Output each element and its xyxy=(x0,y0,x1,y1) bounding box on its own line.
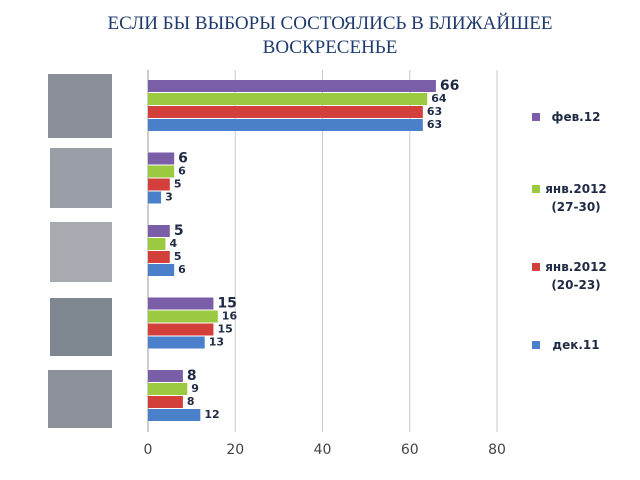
legend-swatch xyxy=(532,185,540,193)
data-label: 8 xyxy=(187,395,195,408)
x-tick-label: 20 xyxy=(226,442,244,458)
bar xyxy=(148,80,436,92)
bar xyxy=(148,251,170,263)
x-tick-label: 0 xyxy=(144,442,153,458)
photo xyxy=(50,298,112,356)
bar xyxy=(148,383,188,395)
data-label: 5 xyxy=(174,250,182,263)
data-label: 4 xyxy=(169,237,177,250)
photo xyxy=(48,74,112,138)
data-label: 3 xyxy=(165,191,173,204)
bar xyxy=(148,238,166,250)
legend-label: фев.12 xyxy=(551,110,601,124)
data-label: 13 xyxy=(209,336,224,349)
photo xyxy=(48,370,112,428)
bar xyxy=(148,323,214,336)
data-label: 6 xyxy=(178,151,188,167)
bar xyxy=(148,119,423,131)
legend-item: янв.2012 (20-23) xyxy=(532,258,612,294)
bar xyxy=(148,106,423,118)
bar xyxy=(148,178,170,191)
data-label: 6 xyxy=(178,263,186,276)
data-label: 15 xyxy=(217,296,236,312)
bar xyxy=(148,370,183,382)
legend-item: фев.12 xyxy=(532,108,612,126)
legend-label: дек.11 xyxy=(552,338,600,352)
data-label: 12 xyxy=(204,408,219,421)
legend-swatch xyxy=(532,113,540,121)
bar xyxy=(148,152,175,165)
bar xyxy=(148,409,201,421)
data-label: 5 xyxy=(174,178,182,191)
data-label: 5 xyxy=(174,223,184,239)
data-label: 63 xyxy=(427,118,442,131)
data-label: 15 xyxy=(217,323,232,336)
photos xyxy=(48,74,112,428)
data-label: 16 xyxy=(222,310,238,323)
x-tick-label: 40 xyxy=(314,442,332,458)
bar xyxy=(148,225,170,237)
data-label: 64 xyxy=(431,92,447,105)
bar xyxy=(148,310,218,323)
data-label: 63 xyxy=(427,105,442,118)
bar xyxy=(148,336,205,349)
bar xyxy=(148,93,428,105)
legend-item: янв.2012 (27-30) xyxy=(532,180,612,216)
legend-item: дек.11 xyxy=(532,336,612,354)
photo xyxy=(50,148,112,208)
legend-label: янв.2012 (27-30) xyxy=(545,182,607,214)
legend-swatch xyxy=(532,263,540,271)
bar xyxy=(148,264,175,276)
data-label: 9 xyxy=(191,382,199,395)
chart-title: ЕСЛИ БЫ ВЫБОРЫ СОСТОЯЛИСЬ В БЛИЖАЙШЕЕ ВО… xyxy=(107,13,553,58)
legend-swatch xyxy=(532,341,540,349)
x-tick-label: 80 xyxy=(488,442,506,458)
data-label: 8 xyxy=(187,368,197,384)
legend-label: янв.2012 (20-23) xyxy=(545,260,607,292)
data-label: 66 xyxy=(440,78,459,94)
bar xyxy=(148,165,175,178)
bar xyxy=(148,396,183,408)
bar xyxy=(148,297,214,310)
data-label: 6 xyxy=(178,165,186,178)
x-tick-label: 60 xyxy=(401,442,419,458)
photo xyxy=(50,222,112,282)
bar xyxy=(148,191,162,204)
